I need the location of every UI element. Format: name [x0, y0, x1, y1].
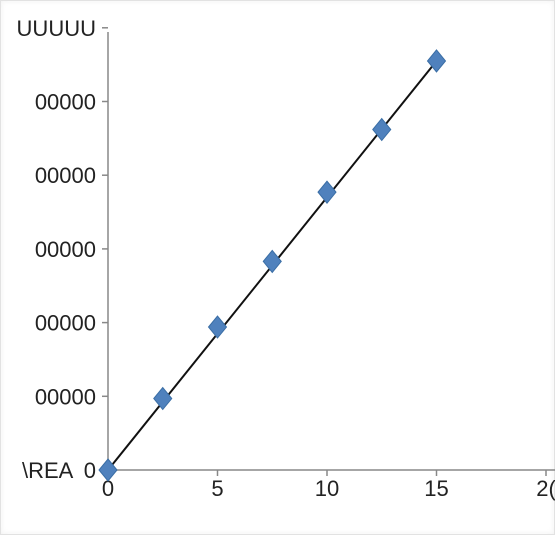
- y-axis-label: \REA: [22, 458, 74, 483]
- data-point-diamond: [153, 386, 173, 411]
- data-points: [98, 49, 447, 482]
- y-tick-label: 00000: [35, 237, 96, 262]
- data-point-diamond: [317, 180, 337, 204]
- y-tick-label: UUUUU: [17, 16, 96, 41]
- y-tick-label: 00000: [35, 90, 96, 115]
- y-tick-label: 00000: [35, 163, 96, 188]
- x-tick-label: 15: [424, 476, 448, 501]
- data-point-diamond: [372, 117, 392, 142]
- x-tick-label: 2(: [536, 476, 555, 501]
- y-tick-label: 0: [84, 458, 96, 483]
- y-tick-label: 00000: [35, 384, 96, 409]
- data-point-diamond: [262, 249, 282, 274]
- y-tick-label: 00000: [35, 311, 96, 336]
- data-point-diamond: [98, 458, 118, 482]
- data-point-diamond: [426, 49, 447, 73]
- data-point-diamond: [207, 315, 228, 339]
- x-tick-group: 0 5 10 15 2(: [102, 470, 555, 501]
- x-tick-label: 5: [211, 476, 223, 501]
- x-tick-label: 10: [315, 476, 339, 501]
- x-tick-label: 0: [102, 476, 114, 501]
